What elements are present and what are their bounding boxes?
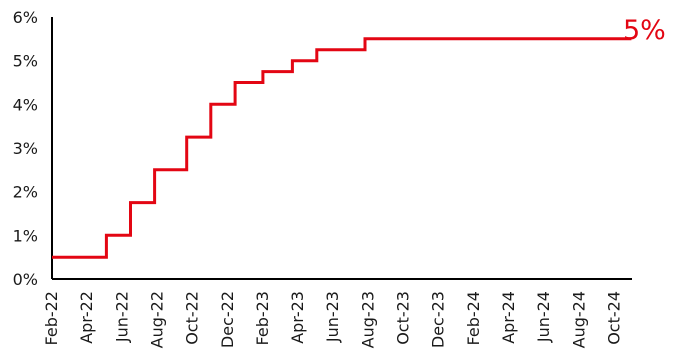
x-tick-label: Aug-23 [358,291,377,348]
x-tick-label: Oct-24 [604,291,623,345]
x-tick-label: Oct-23 [394,291,413,345]
x-tick-label: Jun-22 [112,291,131,343]
y-tick-label: 5% [13,52,38,71]
x-tick-label: Dec-22 [218,291,237,348]
x-tick-label: Apr-22 [77,291,96,344]
x-tick-label: Apr-23 [288,291,307,344]
y-tick-label: 1% [13,226,38,245]
y-tick-label: 0% [13,270,38,289]
x-tick-label: Feb-23 [253,291,272,345]
x-tick-label: Feb-24 [464,291,483,345]
x-tick-label: Aug-24 [569,291,588,348]
series-end-label: 5% [623,15,666,46]
y-axis: 0% 1% 2% 3% 4% 5% 6% [13,8,53,289]
x-tick-label: Apr-24 [499,291,518,344]
x-tick-label: Dec-23 [429,291,448,348]
x-tick-label: Jun-23 [323,291,342,343]
y-tick-label: 4% [13,95,38,114]
y-tick-label: 6% [13,8,38,27]
y-tick-label: 2% [13,183,38,202]
x-axis: Feb-22 Apr-22 Jun-22 Aug-22 Oct-22 Dec-22 Feb-… [42,278,632,348]
x-tick-label: Feb-22 [42,291,61,345]
x-tick-label: Jun-24 [534,291,553,343]
y-tick-label: 3% [13,139,38,158]
series-line [52,37,632,259]
x-tick-label: Aug-22 [147,291,166,348]
x-tick-label: Oct-22 [183,291,202,345]
